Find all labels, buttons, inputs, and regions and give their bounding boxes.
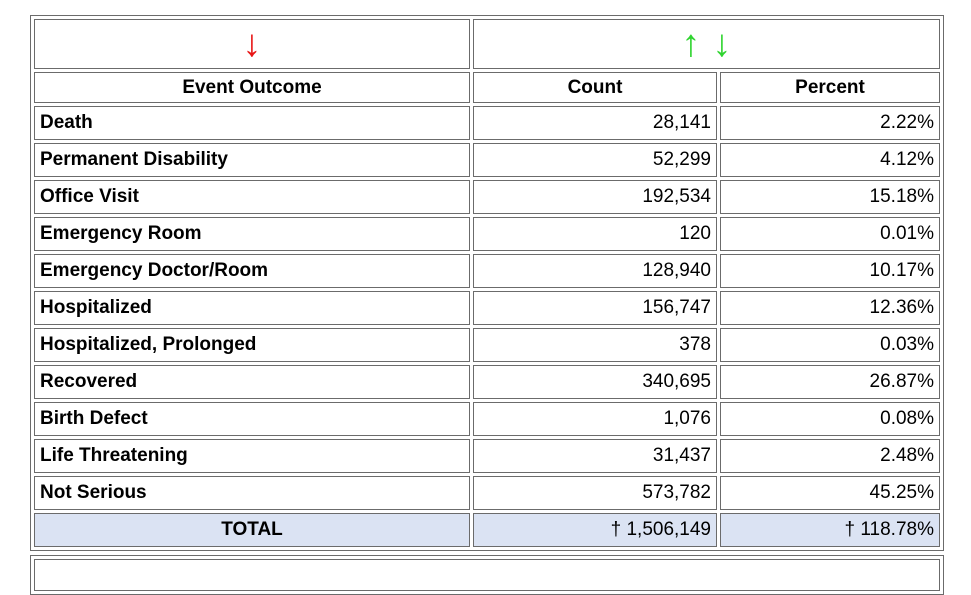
percent-cell: 15.18%	[720, 180, 940, 214]
outcome-cell: Birth Defect	[34, 402, 470, 436]
table-row: Recovered 340,695 26.87%	[34, 365, 940, 399]
count-cell: 28,141	[473, 106, 717, 140]
outcome-cell: Not Serious	[34, 476, 470, 510]
total-label-cell: TOTAL	[34, 513, 470, 547]
table-row: Death 28,141 2.22%	[34, 106, 940, 140]
outcome-cell: Permanent Disability	[34, 143, 470, 177]
outcome-cell: Office Visit	[34, 180, 470, 214]
total-row: TOTAL † 1,506,149 † 118.78%	[34, 513, 940, 547]
column-header-count: Count	[473, 72, 717, 103]
outcome-cell: Recovered	[34, 365, 470, 399]
table-row: Hospitalized, Prolonged 378 0.03%	[34, 328, 940, 362]
percent-cell: 12.36%	[720, 291, 940, 325]
table-row: Permanent Disability 52,299 4.12%	[34, 143, 940, 177]
count-cell: 156,747	[473, 291, 717, 325]
table-row: Hospitalized 156,747 12.36%	[34, 291, 940, 325]
percent-cell: 0.08%	[720, 402, 940, 436]
table-row: Not Serious 573,782 45.25%	[34, 476, 940, 510]
outcome-cell: Hospitalized, Prolonged	[34, 328, 470, 362]
count-cell: 192,534	[473, 180, 717, 214]
sort-descending-outcome-icon[interactable]: ↓	[242, 23, 262, 65]
count-cell: 573,782	[473, 476, 717, 510]
percent-cell: 2.48%	[720, 439, 940, 473]
outcome-cell: Emergency Room	[34, 217, 470, 251]
column-header-row: Event Outcome Count Percent	[34, 72, 940, 103]
total-percent-cell: † 118.78%	[720, 513, 940, 547]
event-outcome-table: ↓ ↑ ↓ Event Outcome Count Percent Death 2…	[30, 15, 944, 551]
count-cell: 378	[473, 328, 717, 362]
next-table-fragment	[30, 555, 944, 595]
percent-cell: 0.03%	[720, 328, 940, 362]
outcome-sort-cell: ↓	[34, 19, 470, 69]
percent-cell: 0.01%	[720, 217, 940, 251]
count-cell: 128,940	[473, 254, 717, 288]
column-header-event-outcome: Event Outcome	[34, 72, 470, 103]
outcome-cell: Death	[34, 106, 470, 140]
sort-arrow-row: ↓ ↑ ↓	[34, 19, 940, 69]
percent-cell: 26.87%	[720, 365, 940, 399]
total-count-cell: † 1,506,149	[473, 513, 717, 547]
table-row: Life Threatening 31,437 2.48%	[34, 439, 940, 473]
percent-cell: 2.22%	[720, 106, 940, 140]
outcome-cell: Emergency Doctor/Room	[34, 254, 470, 288]
column-header-percent: Percent	[720, 72, 940, 103]
table-row: Emergency Doctor/Room 128,940 10.17%	[34, 254, 940, 288]
count-cell: 340,695	[473, 365, 717, 399]
percent-cell: 45.25%	[720, 476, 940, 510]
count-cell: 52,299	[473, 143, 717, 177]
count-cell: 1,076	[473, 402, 717, 436]
sort-ascending-icon[interactable]: ↑	[681, 23, 701, 65]
values-sort-cell: ↑ ↓	[473, 19, 940, 69]
count-cell: 31,437	[473, 439, 717, 473]
sort-descending-icon[interactable]: ↓	[712, 23, 732, 65]
table-row: Office Visit 192,534 15.18%	[34, 180, 940, 214]
outcome-cell: Hospitalized	[34, 291, 470, 325]
table-row: Emergency Room 120 0.01%	[34, 217, 940, 251]
percent-cell: 10.17%	[720, 254, 940, 288]
table-row: Birth Defect 1,076 0.08%	[34, 402, 940, 436]
outcome-cell: Life Threatening	[34, 439, 470, 473]
percent-cell: 4.12%	[720, 143, 940, 177]
count-cell: 120	[473, 217, 717, 251]
